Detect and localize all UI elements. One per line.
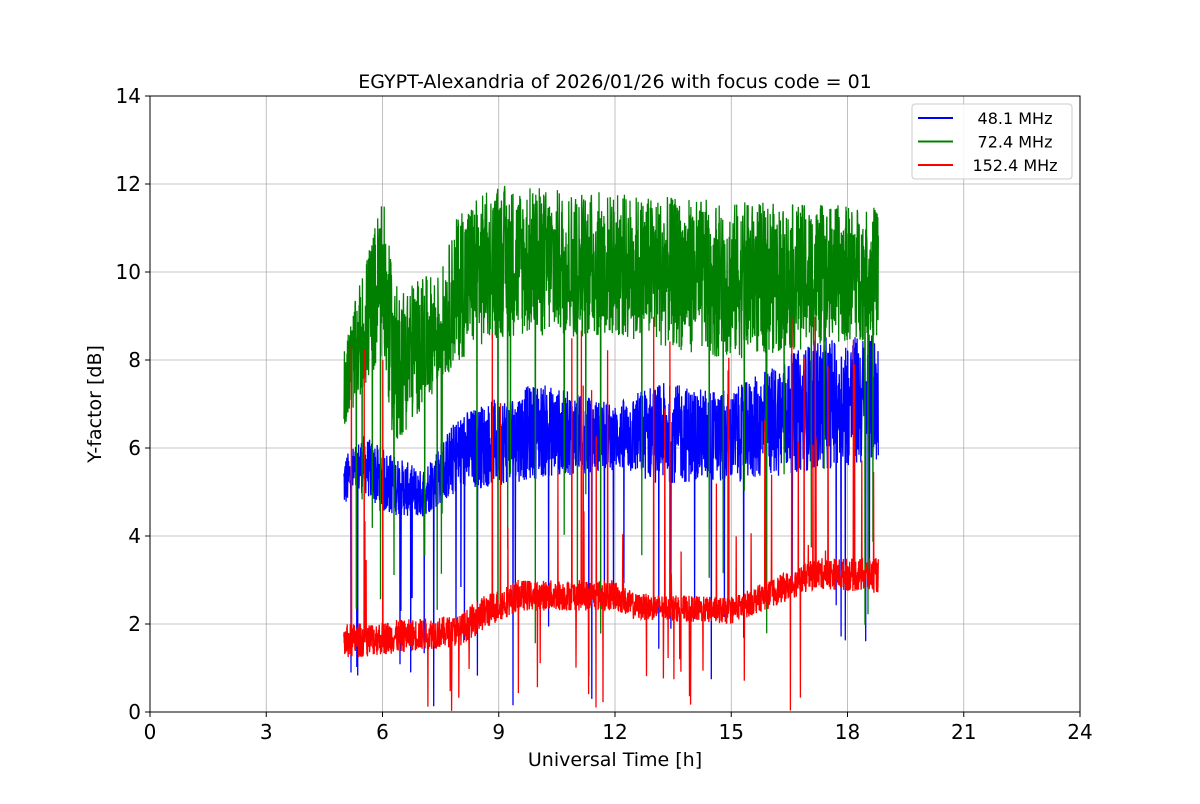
series-line-1	[343, 185, 879, 644]
x-tick-label: 18	[835, 720, 860, 744]
y-tick-label: 8	[128, 348, 141, 372]
legend-label: 72.4 MHz	[978, 133, 1053, 152]
x-axis-label: Universal Time [h]	[528, 749, 702, 771]
series-line-0	[343, 334, 879, 707]
y-tick-label: 12	[116, 172, 141, 196]
x-tick-label: 6	[376, 720, 389, 744]
legend: 48.1 MHz 72.4 MHz 152.4 MHz	[911, 103, 1073, 180]
legend-label: 48.1 MHz	[978, 109, 1053, 128]
y-tick-label: 2	[128, 612, 141, 636]
x-tick-label: 9	[492, 720, 505, 744]
x-tick-label: 0	[144, 720, 157, 744]
x-tick-label: 24	[1067, 720, 1092, 744]
x-tick-label: 21	[951, 720, 976, 744]
y-tick-label: 4	[128, 524, 141, 548]
x-tick-label: 15	[719, 720, 744, 744]
y-tick-label: 10	[116, 260, 141, 284]
x-tick-label: 3	[260, 720, 273, 744]
x-tick-label: 12	[602, 720, 627, 744]
y-tick-label: 6	[128, 436, 141, 460]
series-lines	[343, 185, 879, 711]
y-axis-label: Y-factor [dB]	[84, 345, 106, 464]
legend-box	[911, 103, 1073, 180]
y-tick-label: 14	[116, 84, 141, 108]
legend-label: 152.4 MHz	[972, 156, 1057, 175]
chart-title: EGYPT-Alexandria of 2026/01/26 with focu…	[358, 71, 872, 93]
series-line-2	[343, 316, 879, 711]
y-tick-label: 0	[128, 700, 141, 724]
